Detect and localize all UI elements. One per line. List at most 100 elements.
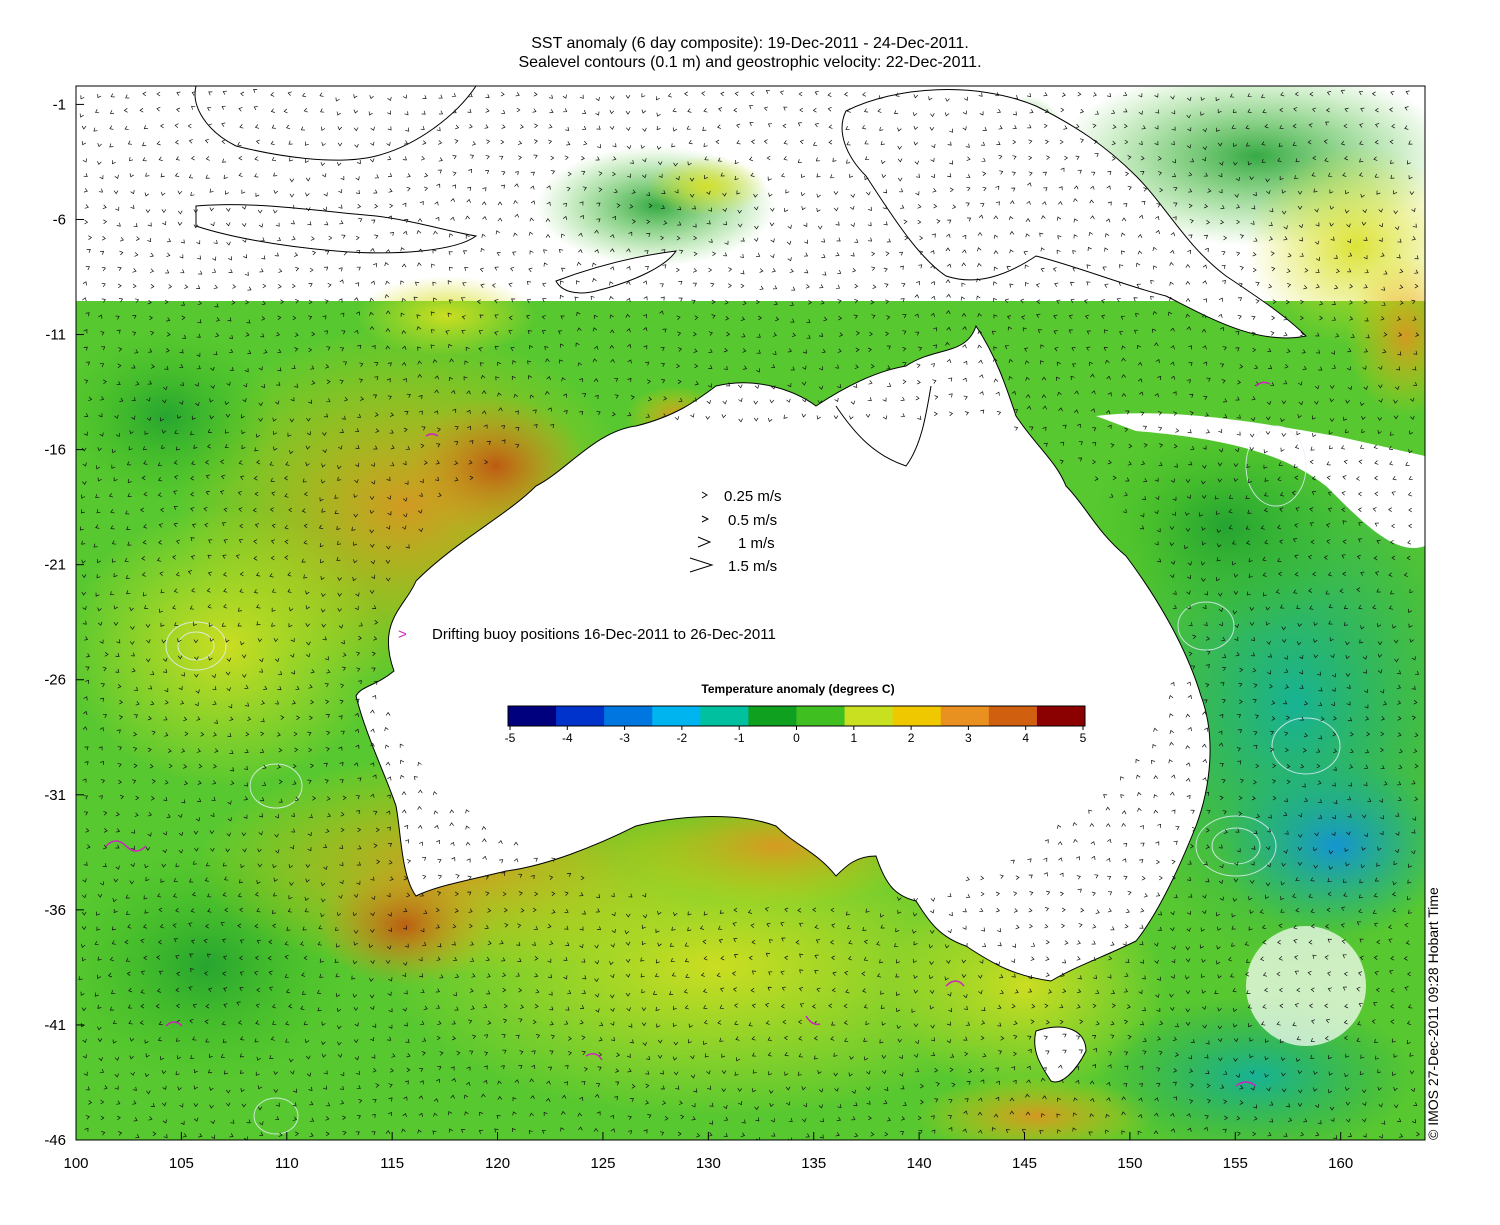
- velocity-arrow: [738, 384, 743, 389]
- velocity-arrow: [103, 810, 108, 816]
- velocity-arrow: [432, 791, 438, 796]
- velocity-arrow: [1157, 171, 1163, 176]
- velocity-arrow: [1249, 1070, 1255, 1075]
- velocity-arrow: [1155, 993, 1160, 998]
- velocity-arrow: [290, 204, 295, 210]
- velocity-arrow: [641, 989, 646, 994]
- velocity-arrow: [646, 219, 651, 224]
- velocity-arrow: [962, 344, 967, 349]
- velocity-arrow: [1127, 890, 1132, 896]
- velocity-arrow: [306, 641, 311, 646]
- velocity-arrow: [898, 1054, 904, 1060]
- velocity-arrow: [340, 175, 345, 181]
- velocity-arrow: [1036, 299, 1041, 304]
- velocity-arrow: [143, 524, 148, 529]
- velocity-arrow: [1110, 443, 1115, 448]
- velocity-arrow: [595, 908, 600, 913]
- velocity-arrow: [513, 841, 519, 846]
- velocity-arrow: [1327, 507, 1333, 512]
- velocity-arrow: [1206, 219, 1211, 225]
- velocity-arrow: [243, 383, 248, 388]
- velocity-arrow: [322, 844, 328, 849]
- velocity-arrow: [812, 907, 817, 912]
- velocity-arrow: [387, 991, 392, 996]
- velocity-arrow: [609, 961, 614, 966]
- velocity-arrow: [1076, 423, 1081, 428]
- velocity-arrow: [687, 1039, 692, 1044]
- velocity-arrow: [672, 1022, 677, 1028]
- velocity-arrow: [1218, 313, 1223, 318]
- velocity-arrow: [501, 972, 506, 978]
- velocity-arrow: [324, 266, 329, 271]
- velocity-arrow: [1138, 391, 1144, 396]
- velocity-arrow: [353, 893, 359, 898]
- velocity-arrow: [1218, 428, 1223, 434]
- velocity-arrow: [1360, 107, 1365, 112]
- velocity-arrow: [1399, 300, 1404, 305]
- velocity-arrow: [563, 393, 567, 398]
- velocity-arrow: [403, 875, 408, 881]
- velocity-arrow: [423, 460, 428, 465]
- velocity-arrow: [123, 108, 128, 113]
- velocity-arrow: [387, 110, 392, 115]
- velocity-arrow: [708, 364, 713, 369]
- velocity-arrow: [372, 1068, 377, 1073]
- velocity-arrow: [1295, 158, 1300, 163]
- velocity-arrow: [817, 1069, 822, 1075]
- velocity-arrow: [1010, 200, 1015, 205]
- velocity-arrow: [1379, 798, 1384, 803]
- velocity-arrow: [913, 1053, 919, 1058]
- velocity-arrow: [1170, 573, 1175, 579]
- velocity-arrow: [159, 571, 164, 577]
- velocity-arrow: [881, 1069, 887, 1075]
- velocity-arrow: [254, 156, 259, 161]
- velocity-arrow: [646, 379, 651, 384]
- velocity-arrow: [285, 1038, 290, 1043]
- velocity-arrow: [323, 1070, 328, 1075]
- velocity-arrow: [915, 281, 920, 286]
- velocity-arrow: [478, 347, 483, 352]
- velocity-arrow: [134, 349, 139, 354]
- velocity-arrow: [1041, 394, 1047, 399]
- velocity-arrow: [143, 460, 148, 465]
- velocity-arrow: [1295, 507, 1300, 512]
- colorbar-tick-label: 1: [850, 731, 857, 745]
- velocity-arrow: [1407, 491, 1413, 497]
- velocity-arrow: [324, 656, 329, 661]
- velocity-arrow: [390, 444, 395, 450]
- velocity-arrow: [1286, 282, 1292, 288]
- velocity-arrow: [930, 1052, 936, 1057]
- velocity-arrow: [931, 143, 936, 149]
- velocity-arrow: [160, 191, 166, 196]
- velocity-arrow: [277, 349, 282, 354]
- velocity-arrow: [320, 479, 326, 484]
- velocity-arrow: [548, 94, 553, 99]
- velocity-arrow: [1406, 1039, 1411, 1045]
- velocity-arrow: [685, 973, 690, 978]
- velocity-arrow: [469, 1050, 474, 1055]
- velocity-arrow: [1270, 331, 1275, 336]
- velocity-arrow: [511, 375, 516, 380]
- velocity-arrow: [78, 976, 83, 981]
- velocity-arrow: [1153, 727, 1158, 732]
- velocity-arrow: [467, 186, 472, 191]
- velocity-arrow: [1358, 90, 1364, 96]
- velocity-arrow: [1172, 496, 1177, 502]
- velocity-arrow: [754, 225, 759, 230]
- velocity-arrow: [223, 174, 228, 179]
- velocity-arrow: [198, 270, 203, 275]
- velocity-arrow: [797, 908, 802, 913]
- velocity-arrow: [1327, 987, 1332, 992]
- velocity-arrow: [1388, 507, 1393, 512]
- velocity-arrow: [130, 626, 135, 630]
- velocity-arrow: [625, 313, 631, 318]
- velocity-arrow: [626, 328, 631, 333]
- velocity-arrow: [369, 529, 374, 534]
- velocity-arrow: [499, 859, 504, 864]
- velocity-arrow: [175, 1071, 180, 1076]
- velocity-arrow: [1154, 942, 1159, 947]
- velocity-arrow: [1342, 878, 1347, 883]
- velocity-arrow: [130, 204, 135, 210]
- velocity-arrow: [1245, 971, 1250, 977]
- velocity-arrow: [1288, 1117, 1293, 1122]
